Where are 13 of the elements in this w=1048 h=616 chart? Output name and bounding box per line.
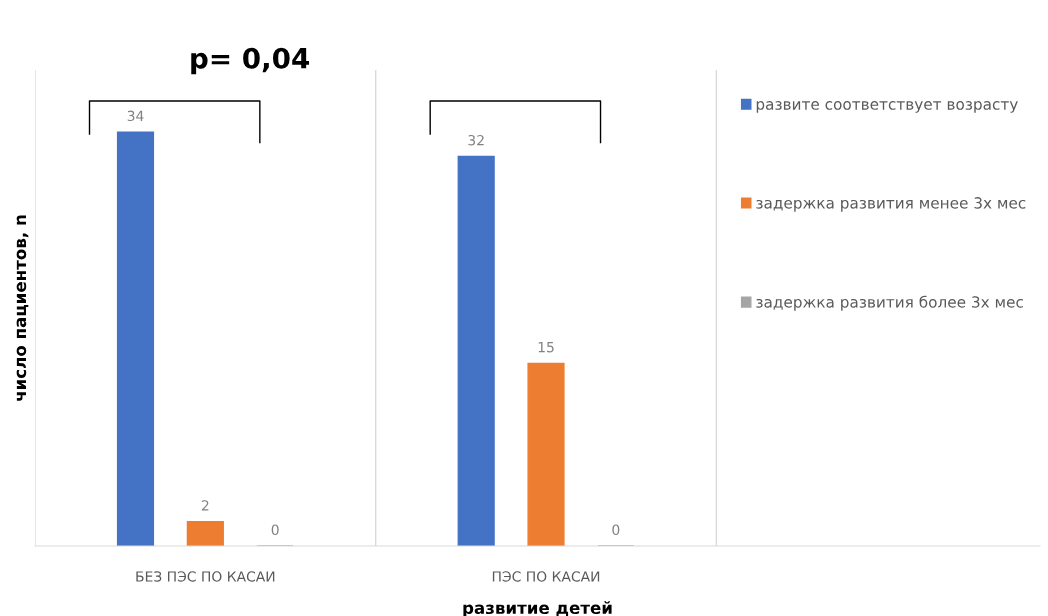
legend-label: задержка развития менее 3х мес xyxy=(756,197,1026,212)
data-label: 0 xyxy=(271,524,279,536)
data-label: 15 xyxy=(538,342,554,353)
x-tick-label: БЕЗ ПЭС ПО КАСАИ xyxy=(136,571,275,582)
data-label: 32 xyxy=(468,134,484,146)
y-axis-title: число пациентов, n xyxy=(16,215,29,401)
data-label: 0 xyxy=(612,524,620,536)
legend-label: развите соответствует возрасту xyxy=(756,101,1018,113)
data-label: 34 xyxy=(127,110,144,122)
x-tick-label: ПЭС ПО КАСАИ xyxy=(492,571,600,582)
text: p= 0,04 xyxy=(191,47,310,75)
data-label: 2 xyxy=(201,500,209,511)
legend-label: задержка развития более 3х мес xyxy=(756,295,1023,311)
